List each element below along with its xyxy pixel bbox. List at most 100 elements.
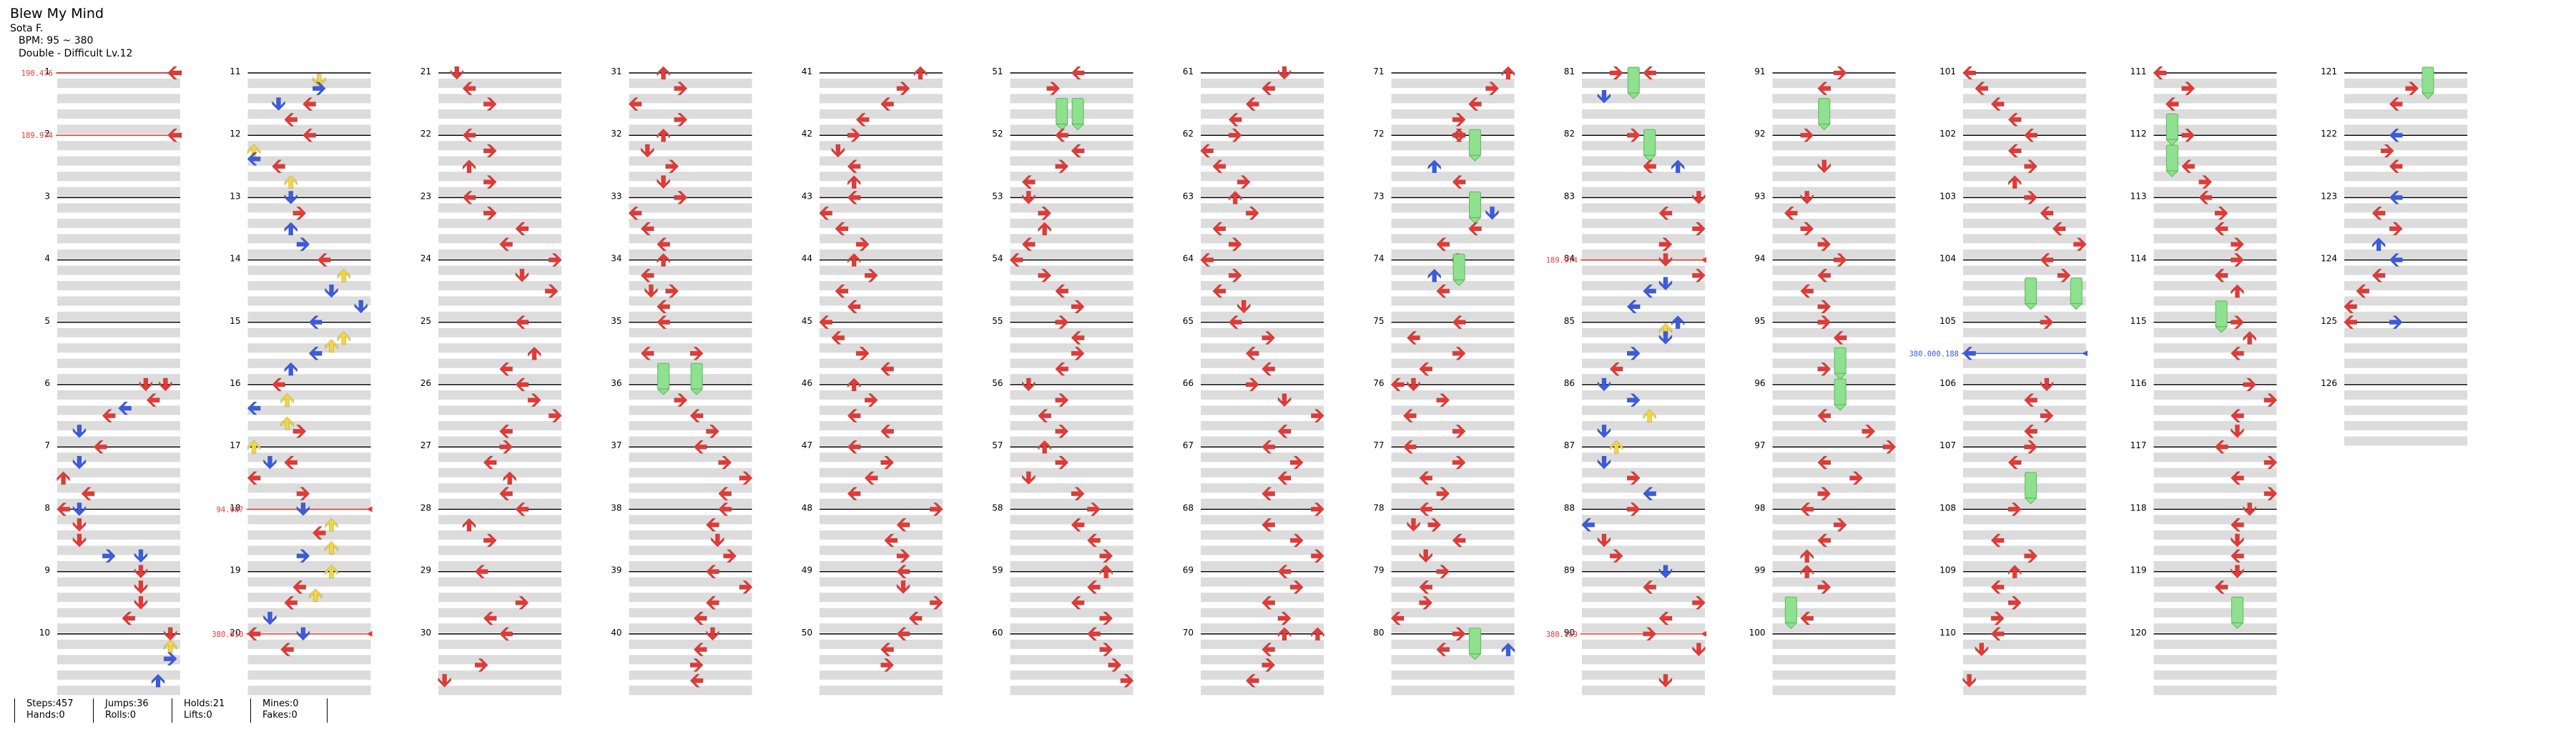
step-arrow <box>2389 128 2403 142</box>
measure-104: 104 <box>1940 254 2086 322</box>
step-arrow <box>706 518 719 532</box>
arrow-shape <box>640 144 654 158</box>
arrow-shape <box>1452 627 1466 641</box>
step-arrow <box>1597 377 1611 392</box>
arrow-shape <box>1038 206 1052 220</box>
arrow-shape <box>2243 503 2256 516</box>
measure-number: 97 <box>1754 440 1765 450</box>
arrow-shape <box>438 673 451 688</box>
step-arrow <box>674 81 688 96</box>
measure-19: 19 <box>230 565 371 633</box>
measure-stripe <box>57 390 180 400</box>
measure-stripe <box>2344 156 2467 166</box>
step-arrow <box>303 97 316 111</box>
measure-number: 65 <box>1183 316 1194 326</box>
step-arrow <box>2040 409 2054 422</box>
step-arrow <box>880 425 894 438</box>
step-arrow <box>1468 97 1482 111</box>
arrow-shape <box>72 503 87 516</box>
step-arrow <box>1643 159 1656 174</box>
measure-stripe <box>2344 94 2467 104</box>
measure-stripe <box>57 530 180 540</box>
arrow-shape <box>1581 518 1595 532</box>
arrow-shape <box>896 580 910 594</box>
measure-number: 47 <box>802 440 812 450</box>
step-arrow <box>1833 253 1847 267</box>
measure-47: 47 <box>802 440 943 508</box>
arrow-shape <box>1800 128 1814 142</box>
measure-stripe <box>1201 390 1324 400</box>
arrow-shape <box>1800 549 1814 563</box>
arrow-shape <box>2024 425 2037 438</box>
stat-lifts: Lifts:0 <box>184 710 212 721</box>
arrow-shape <box>1262 487 1275 500</box>
arrow-shape <box>1277 627 1292 641</box>
step-arrow <box>167 66 181 80</box>
measure-stripe <box>1772 374 1896 384</box>
measure-stripe <box>438 639 561 649</box>
measure-stripe <box>629 172 752 182</box>
arrow-shape <box>1289 580 1304 594</box>
step-arrow <box>2389 159 2403 174</box>
step-arrow <box>1452 175 1466 189</box>
measure-stripe <box>820 405 943 415</box>
arrow-shape <box>1245 97 1259 111</box>
step-arrow <box>1817 300 1832 314</box>
measure-110: 110 <box>1940 628 2086 696</box>
measure-number: 103 <box>1940 191 1956 201</box>
arrow-shape <box>2040 377 2054 392</box>
measure-stripe <box>820 296 943 306</box>
measure-stripe <box>1582 483 1705 493</box>
step-arrow <box>462 128 476 142</box>
step-arrow <box>674 393 688 407</box>
hold-note <box>1643 129 1656 162</box>
hold-note <box>1468 191 1482 224</box>
measure-number: 75 <box>1373 316 1384 326</box>
measure-stripe <box>438 109 561 119</box>
step-arrow <box>72 518 87 532</box>
hold-note <box>1833 347 1847 380</box>
arrow-shape <box>499 627 513 641</box>
step-arrow <box>2389 97 2403 111</box>
hold-tail <box>2165 170 2179 177</box>
arrow-shape <box>1800 222 1814 236</box>
measure-number: 66 <box>1183 378 1194 388</box>
arrow-shape <box>657 175 670 189</box>
measure-stripe <box>1582 623 1705 633</box>
step-arrow <box>1419 503 1432 516</box>
hold-body <box>1468 129 1481 156</box>
measure-stripe <box>57 436 180 446</box>
measure-stripe <box>1391 281 1515 291</box>
step-arrow <box>1990 611 2005 625</box>
step-arrow <box>2243 377 2257 392</box>
measure-number: 55 <box>992 316 1003 326</box>
stat-mines: Mines:0 <box>262 698 299 709</box>
measure-stripe <box>2153 577 2277 587</box>
arrow-shape <box>1658 611 1673 625</box>
hold-body <box>2025 277 2037 305</box>
measure-stripe <box>1010 141 1134 151</box>
step-arrow <box>628 206 642 220</box>
arrow-shape <box>896 549 910 563</box>
step-arrow <box>880 362 894 376</box>
step-arrow <box>292 425 307 438</box>
step-arrow <box>718 503 732 516</box>
arrow-shape <box>1692 643 1706 657</box>
arrow-shape <box>2198 175 2213 189</box>
measure-number: 10 <box>39 628 50 638</box>
measure-stripe <box>1772 343 1896 353</box>
arrow-shape <box>474 565 488 578</box>
arrow-shape <box>544 284 559 298</box>
measure-stripe <box>820 421 943 430</box>
measure-number: 61 <box>1183 66 1194 76</box>
measure-113: 113 <box>2130 191 2277 259</box>
measure-number: 92 <box>1754 129 1765 139</box>
step-arrow <box>1427 268 1441 282</box>
measure-34: 34 <box>611 254 752 322</box>
measure-stripe <box>820 436 943 446</box>
measure-number: 64 <box>1183 254 1194 264</box>
measure-stripe <box>820 141 943 151</box>
measure-stripe <box>629 686 752 696</box>
step-arrow <box>167 128 181 142</box>
measure-stripe <box>438 655 561 665</box>
